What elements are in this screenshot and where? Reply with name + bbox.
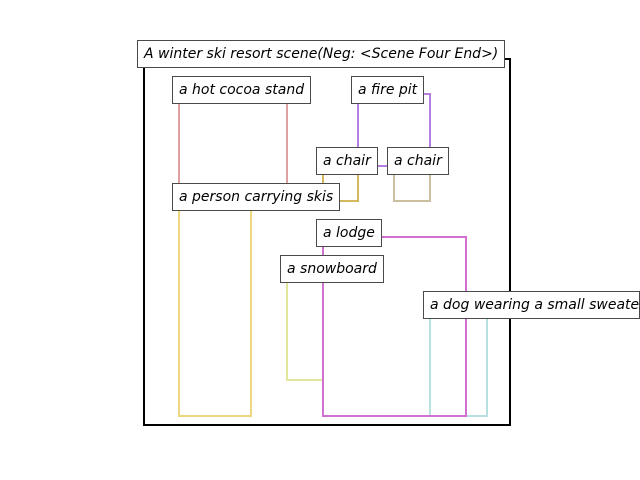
chair-1-label: a chair	[316, 147, 378, 175]
scene-title: A winter ski resort scene(Neg: <Scene Fo…	[137, 40, 506, 68]
chair-2-label: a chair	[387, 147, 449, 175]
dog-small-sweater-box	[429, 308, 488, 417]
fire-pit-label: a fire pit	[351, 76, 425, 104]
hot-cocoa-stand-label: a hot cocoa stand	[172, 76, 312, 104]
lodge-box	[322, 236, 467, 417]
snowboard-box	[286, 272, 324, 381]
snowboard-label: a snowboard	[280, 255, 384, 283]
person-carrying-skis-label: a person carrying skis	[172, 183, 341, 211]
person-carrying-skis-box	[178, 200, 252, 417]
lodge-label: a lodge	[316, 219, 382, 247]
dog-small-sweater-label: a dog wearing a small sweater	[423, 291, 640, 319]
